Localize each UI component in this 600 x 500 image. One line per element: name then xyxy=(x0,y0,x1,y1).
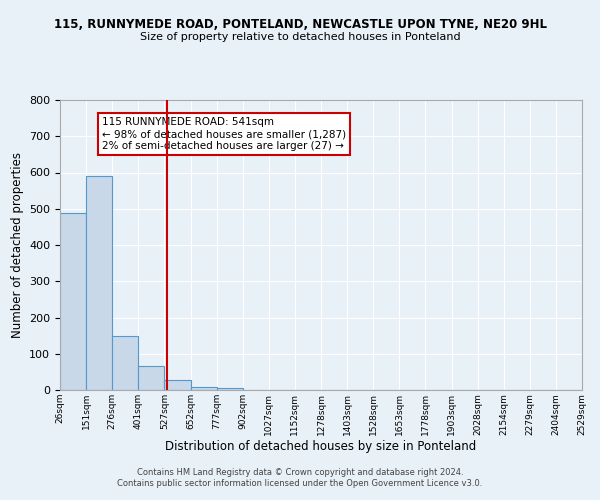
Bar xyxy=(139,366,164,390)
Text: 115, RUNNYMEDE ROAD, PONTELAND, NEWCASTLE UPON TYNE, NE20 9HL: 115, RUNNYMEDE ROAD, PONTELAND, NEWCASTL… xyxy=(53,18,547,30)
Bar xyxy=(164,380,191,390)
Bar xyxy=(60,214,86,390)
Text: Size of property relative to detached houses in Ponteland: Size of property relative to detached ho… xyxy=(140,32,460,42)
Text: 115 RUNNYMEDE ROAD: 541sqm
← 98% of detached houses are smaller (1,287)
2% of se: 115 RUNNYMEDE ROAD: 541sqm ← 98% of deta… xyxy=(102,118,346,150)
Bar xyxy=(191,387,217,390)
Y-axis label: Number of detached properties: Number of detached properties xyxy=(11,152,23,338)
Bar xyxy=(217,388,243,390)
X-axis label: Distribution of detached houses by size in Ponteland: Distribution of detached houses by size … xyxy=(166,440,476,454)
Text: Contains HM Land Registry data © Crown copyright and database right 2024.
Contai: Contains HM Land Registry data © Crown c… xyxy=(118,468,482,487)
Bar xyxy=(86,176,112,390)
Bar xyxy=(112,336,139,390)
